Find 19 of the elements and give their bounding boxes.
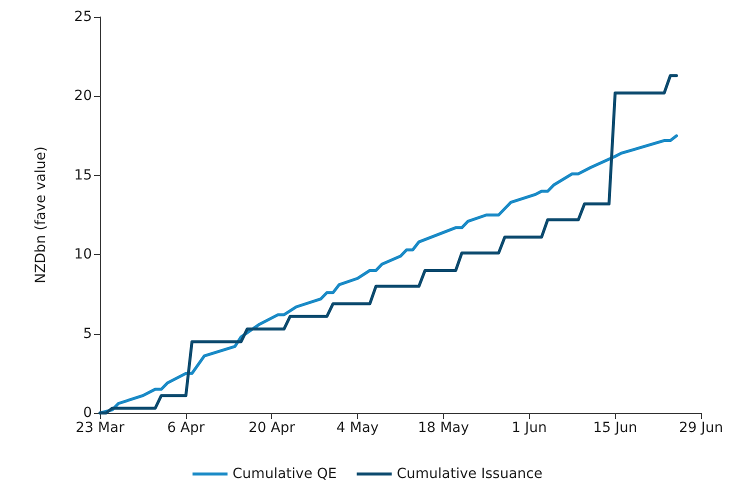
y-tick-label: 25	[74, 9, 92, 25]
x-tick-label: 6 Apr	[167, 420, 205, 436]
x-tick-label: 4 May	[336, 420, 379, 436]
line-series	[98, 74, 678, 414]
legend-label: Cumulative Issuance	[396, 466, 542, 482]
x-tick-label: 18 May	[418, 420, 470, 436]
y-axis-title: NZDbn (fave value)	[33, 146, 49, 284]
x-tick-label: 15 Jun	[593, 420, 638, 436]
x-tick-label: 20 Apr	[248, 420, 296, 436]
x-tick-label: 23 Mar	[76, 420, 125, 436]
y-tick-label: 5	[83, 326, 92, 342]
y-tick-label: 0	[83, 405, 92, 421]
x-tick-label: 1 Jun	[512, 420, 547, 436]
y-tick-label: 20	[74, 88, 92, 104]
legend-label: Cumulative QE	[232, 466, 337, 482]
y-tick-label: 10	[74, 246, 92, 263]
y-tick-label: 15	[74, 167, 92, 184]
x-tick-label: 29 Jun	[678, 420, 724, 436]
line-series	[98, 134, 678, 414]
